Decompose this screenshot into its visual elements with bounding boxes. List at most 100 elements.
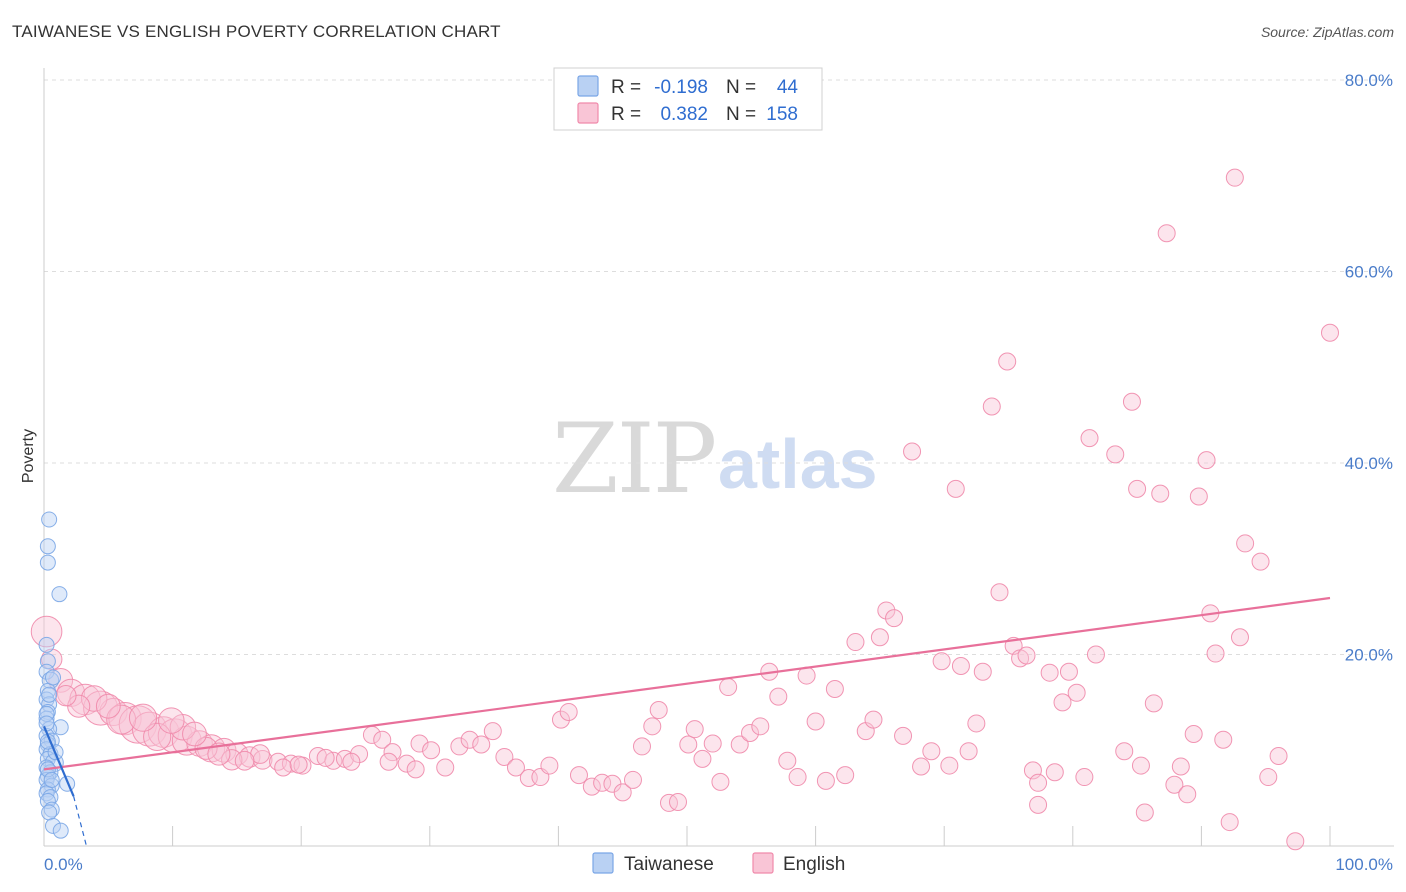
legend-r-value-english: 0.382 [660, 104, 708, 125]
english-point-52 [649, 701, 668, 720]
taiwanese-trend-extension [72, 796, 88, 847]
english-point-87 [959, 742, 978, 761]
english-point-86 [951, 656, 970, 675]
english-point-54 [668, 792, 687, 811]
taiwanese-points [38, 511, 76, 839]
english-point-46 [593, 773, 612, 792]
english-point-62 [741, 724, 760, 743]
english-points [30, 168, 1339, 851]
english-point-73 [846, 633, 865, 652]
watermark-zip: ZIP [552, 403, 715, 515]
english-point-146 [182, 721, 207, 747]
english-point-48 [613, 783, 632, 802]
taiwanese-point-3 [51, 586, 68, 603]
taiwanese-point-2 [39, 554, 56, 571]
english-point-89 [973, 662, 992, 681]
english-point-101 [1053, 693, 1072, 712]
english-point-121 [1197, 451, 1216, 470]
english-point-53 [659, 793, 678, 812]
series-legend-label-taiwanese: Taiwanese [624, 854, 714, 875]
y-tick-label-0: 20.0% [1345, 646, 1393, 665]
english-point-114 [1151, 484, 1170, 503]
english-point-45 [582, 777, 601, 796]
english-point-111 [1131, 756, 1150, 775]
english-point-8 [118, 705, 158, 744]
x-tick-label-max: 100.0% [1335, 855, 1393, 874]
english-point-69 [806, 712, 825, 731]
y-tick-label-2: 60.0% [1345, 263, 1393, 282]
english-point-57 [693, 749, 712, 768]
english-point-27 [373, 730, 392, 749]
english-point-115 [1157, 224, 1176, 243]
english-point-133 [1321, 323, 1339, 342]
taiwanese-point-1 [39, 538, 56, 555]
taiwanese-point-34 [45, 817, 62, 834]
legend-r-label-taiwanese: R = [611, 77, 641, 98]
series-legend-swatch-taiwanese [592, 852, 614, 874]
english-point-129 [1251, 552, 1270, 571]
english-point-137 [80, 685, 108, 712]
english-trend-line [43, 596, 1331, 771]
english-point-132 [1286, 832, 1305, 851]
english-point-82 [922, 742, 941, 761]
taiwanese-point-0 [41, 511, 58, 528]
english-point-84 [940, 756, 959, 775]
trend-lines [42, 596, 1331, 847]
english-point-95 [1017, 646, 1036, 665]
english-point-0 [30, 615, 63, 648]
english-point-81 [912, 757, 931, 776]
english-point-106 [1086, 645, 1105, 664]
english-point-77 [877, 601, 896, 620]
series-legend-swatch-english [752, 852, 774, 874]
english-point-148 [234, 750, 255, 771]
english-point-10 [147, 716, 180, 748]
english-point-151 [316, 748, 335, 767]
taiwanese-point-38 [45, 669, 62, 686]
english-point-108 [1115, 742, 1134, 761]
english-point-112 [1135, 803, 1154, 822]
taiwanese-point-6 [38, 663, 55, 680]
english-point-49 [623, 770, 642, 789]
english-point-149 [55, 684, 77, 707]
english-point-76 [870, 628, 889, 647]
taiwanese-point-32 [43, 801, 60, 818]
english-point-136 [106, 704, 137, 735]
english-point-25 [350, 745, 369, 764]
english-point-58 [703, 734, 722, 753]
english-point-28 [383, 743, 402, 762]
english-point-143 [158, 707, 185, 734]
english-point-103 [1067, 683, 1086, 702]
english-point-105 [1080, 429, 1099, 448]
taiwanese-point-37 [41, 686, 58, 703]
stats-legend: R = -0.198 N = 44 R = 0.382 N = 158 [553, 67, 823, 131]
legend-n-value-english: 158 [766, 104, 798, 125]
source-label: Source: ZipAtlas.com [1260, 24, 1394, 40]
english-point-29 [397, 754, 416, 773]
english-point-44 [569, 766, 588, 785]
english-point-107 [1106, 445, 1125, 464]
english-point-153 [379, 752, 398, 771]
taiwanese-point-41 [38, 715, 55, 732]
english-point-119 [1184, 724, 1203, 743]
english-point-43 [559, 702, 578, 721]
taiwanese-point-42 [43, 771, 60, 788]
english-point-33 [450, 737, 469, 756]
english-point-78 [885, 609, 904, 628]
x-axis-ticks [172, 826, 1331, 846]
english-point-35 [472, 735, 491, 754]
english-point-66 [778, 751, 797, 770]
taiwanese-point-36 [38, 705, 55, 722]
english-point-72 [836, 766, 855, 785]
english-point-2 [48, 667, 74, 693]
taiwanese-point-4 [38, 636, 55, 653]
chart-title: TAIWANESE VS ENGLISH POVERTY CORRELATION… [12, 22, 501, 41]
english-point-80 [903, 442, 922, 461]
english-point-128 [1236, 534, 1255, 553]
legend-swatch-taiwanese [577, 75, 599, 97]
english-point-61 [730, 735, 749, 754]
legend-swatch-english [577, 102, 599, 124]
english-point-60 [719, 678, 738, 697]
english-point-117 [1171, 757, 1190, 776]
english-point-126 [1225, 168, 1244, 187]
